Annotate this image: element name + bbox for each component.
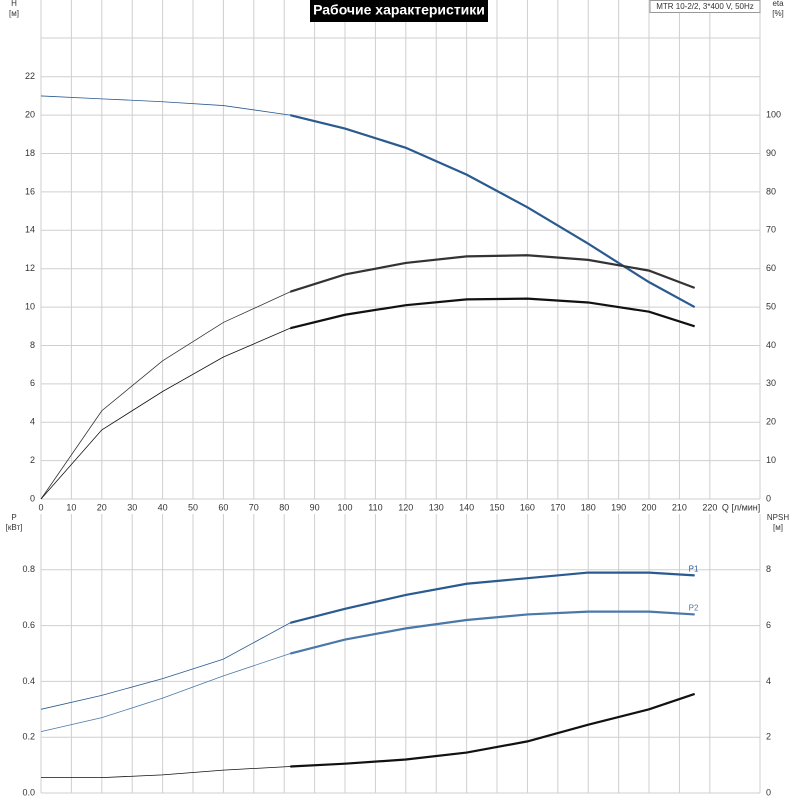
y-tick-label: 18 — [25, 148, 35, 158]
x-axis-label: Q [л/мин] — [722, 502, 760, 512]
x-tick-label: 0 — [38, 502, 43, 512]
y-axis-label: P — [11, 513, 16, 522]
series-line-bold — [290, 297, 695, 330]
chart-title: Рабочие характеристики — [313, 2, 485, 18]
y-tick-label: 10 — [25, 301, 35, 311]
y2-tick-label: 30 — [766, 378, 776, 388]
y-tick-label: 0.6 — [22, 620, 35, 630]
y2-axis-label: eta — [772, 0, 784, 8]
y2-axis-label: NPSH — [767, 513, 789, 522]
y-tick-label: 20 — [25, 110, 35, 120]
y-axis-label: [кВт] — [6, 523, 23, 532]
x-tick-label: 100 — [338, 502, 353, 512]
y2-tick-label: 0 — [766, 787, 771, 797]
x-tick-label: 70 — [249, 502, 259, 512]
x-tick-label: 90 — [310, 502, 320, 512]
series-line — [40, 611, 695, 733]
x-tick-label: 110 — [368, 502, 382, 512]
series-line — [40, 95, 695, 308]
x-tick-label: 200 — [642, 502, 657, 512]
y-tick-label: 0.0 — [22, 787, 35, 797]
y-tick-label: 2 — [30, 455, 35, 465]
series-line — [40, 298, 695, 500]
series-label: P2 — [689, 604, 699, 613]
series-line-bold — [290, 610, 695, 655]
x-tick-label: 40 — [158, 502, 168, 512]
y2-tick-label: 40 — [766, 340, 776, 350]
series-label: P1 — [689, 564, 699, 573]
y2-tick-label: 90 — [766, 148, 776, 158]
x-tick-label: 170 — [550, 502, 565, 512]
x-tick-label: 130 — [429, 502, 444, 512]
series-line — [40, 254, 695, 500]
x-tick-label: 180 — [581, 502, 596, 512]
x-tick-label: 20 — [97, 502, 107, 512]
y2-tick-label: 70 — [766, 225, 776, 235]
model-label: MTR 10-2/2, 3*400 V, 50Hz — [656, 2, 754, 11]
y-tick-label: 0 — [30, 493, 35, 503]
y2-tick-label: 0 — [766, 493, 771, 503]
x-tick-label: 210 — [672, 502, 687, 512]
x-tick-label: 150 — [490, 502, 505, 512]
series-line-bold — [290, 692, 695, 768]
plot: 0 10 20 30 40 50 60 70 80 90 100 110 120 130 140 150 160… — [9, 0, 784, 512]
series-line-bold — [290, 114, 696, 309]
y-axis-label: H — [11, 0, 17, 8]
y2-tick-label: 6 — [766, 620, 771, 630]
y-tick-label: 8 — [30, 340, 35, 350]
y2-tick-label: 4 — [766, 676, 771, 686]
series-line-bold — [290, 571, 695, 625]
y-tick-label: 4 — [30, 417, 35, 427]
x-tick-label: 140 — [459, 502, 474, 512]
series-line — [41, 693, 695, 779]
y-tick-label: 14 — [25, 225, 35, 235]
series-line-bold — [290, 254, 696, 293]
y2-tick-label: 20 — [766, 417, 776, 427]
plot: 0.0 0.2 0.4 0.6 0.8 0 2 4 6 8 P[кВт] NPSH[м] P1 P2 — [6, 513, 790, 797]
y2-tick-label: 60 — [766, 263, 776, 273]
y-tick-label: 22 — [25, 71, 35, 81]
y2-tick-label: 10 — [766, 455, 776, 465]
x-tick-label: 220 — [702, 502, 717, 512]
y2-tick-label: 50 — [766, 301, 776, 311]
series-line — [40, 572, 695, 710]
y-axis-label: [м] — [9, 9, 19, 18]
y-tick-label: 6 — [30, 378, 35, 388]
x-tick-label: 190 — [611, 502, 626, 512]
x-tick-label: 60 — [218, 502, 228, 512]
y2-tick-label: 100 — [766, 110, 781, 120]
x-tick-label: 120 — [398, 502, 413, 512]
model-box — [649, 0, 761, 13]
y-tick-label: 0.4 — [22, 676, 35, 686]
y-tick-label: 12 — [25, 263, 35, 273]
y2-tick-label: 8 — [766, 564, 771, 574]
y2-axis-label: [%] — [772, 9, 784, 18]
x-tick-label: 10 — [66, 502, 76, 512]
y2-tick-label: 2 — [766, 732, 771, 742]
y2-tick-label: 80 — [766, 186, 776, 196]
y-tick-label: 0.8 — [22, 564, 35, 574]
x-tick-label: 80 — [279, 502, 289, 512]
title-box — [310, 0, 488, 22]
y-tick-label: 0.2 — [22, 732, 35, 742]
y-tick-label: 16 — [25, 186, 35, 196]
x-tick-label: 50 — [188, 502, 198, 512]
y2-axis-label: [м] — [773, 523, 783, 532]
x-tick-label: 30 — [127, 502, 137, 512]
x-tick-label: 160 — [520, 502, 535, 512]
